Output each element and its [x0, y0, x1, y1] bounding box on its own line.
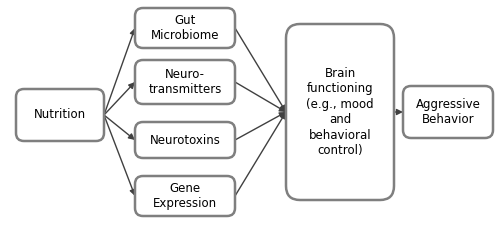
Text: Neuro-
transmitters: Neuro- transmitters: [148, 68, 222, 96]
Text: Brain
functioning
(e.g., mood
and
behavioral
control): Brain functioning (e.g., mood and behavi…: [306, 67, 374, 157]
FancyBboxPatch shape: [135, 8, 235, 48]
FancyBboxPatch shape: [135, 176, 235, 216]
Text: Gene
Expression: Gene Expression: [153, 182, 217, 210]
FancyBboxPatch shape: [135, 122, 235, 158]
Text: Neurotoxins: Neurotoxins: [150, 134, 220, 146]
Text: Gut
Microbiome: Gut Microbiome: [151, 14, 219, 42]
Text: Aggressive
Behavior: Aggressive Behavior: [416, 98, 480, 126]
FancyBboxPatch shape: [135, 60, 235, 104]
FancyBboxPatch shape: [286, 24, 394, 200]
FancyBboxPatch shape: [16, 89, 104, 141]
FancyBboxPatch shape: [403, 86, 493, 138]
Text: Nutrition: Nutrition: [34, 109, 86, 122]
